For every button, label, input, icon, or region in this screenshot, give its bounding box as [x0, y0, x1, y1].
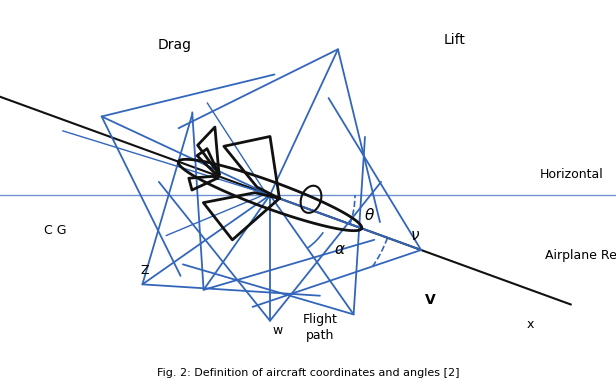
Text: $\theta$: $\theta$ [365, 207, 376, 223]
Text: V: V [424, 293, 436, 307]
Text: C G: C G [44, 223, 67, 236]
Text: Horizontal: Horizontal [540, 168, 604, 181]
Text: Drag: Drag [158, 38, 192, 52]
Text: Z: Z [140, 264, 149, 277]
Text: $\nu$: $\nu$ [410, 227, 420, 243]
Text: Flight: Flight [302, 314, 338, 326]
Text: w: w [273, 323, 283, 337]
Text: x: x [526, 319, 533, 332]
Text: Lift: Lift [444, 33, 466, 47]
Text: Fig. 2: Definition of aircraft coordinates and angles [2]: Fig. 2: Definition of aircraft coordinat… [156, 368, 460, 378]
Text: path: path [306, 328, 334, 342]
Text: Airplane Reference: Airplane Reference [545, 248, 616, 262]
Text: $\alpha$: $\alpha$ [334, 243, 346, 257]
